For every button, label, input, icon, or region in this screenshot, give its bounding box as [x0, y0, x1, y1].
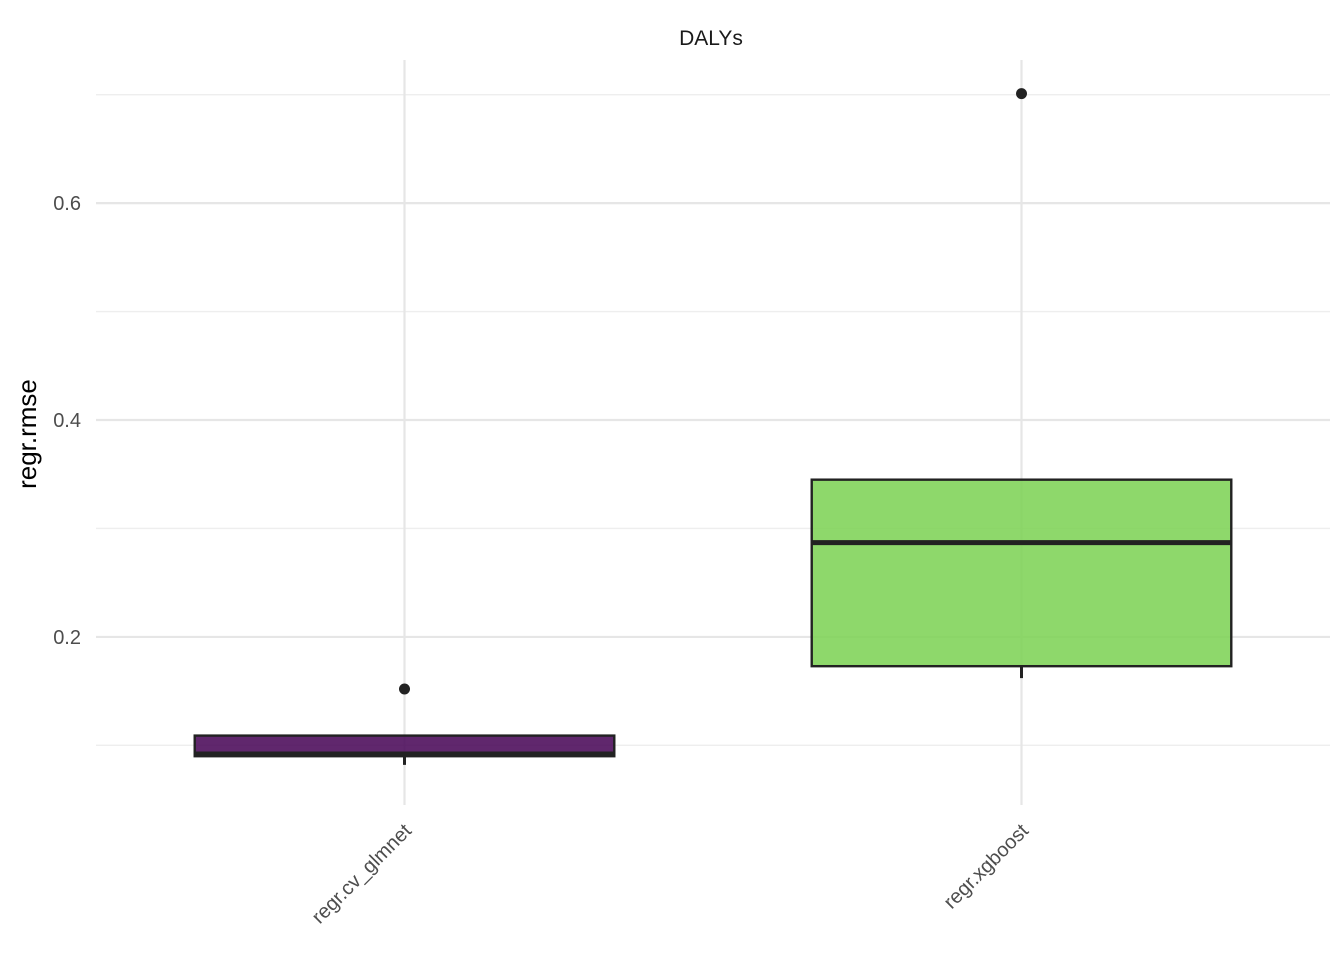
box-regr.cv_glmnet	[193, 683, 616, 765]
y-tick-label: 0.4	[53, 410, 81, 432]
grid-lines	[96, 60, 1330, 805]
y-tick-label: 0.2	[53, 627, 81, 649]
x-axis-ticks: regr.cv_glmnet regr.xgboost	[308, 820, 1034, 929]
y-tick-label: 0.6	[53, 193, 81, 215]
y-axis-ticks: 0.2 0.4 0.6	[53, 193, 81, 649]
outlier-point	[1016, 88, 1027, 100]
y-axis-title: regr.rmse	[12, 379, 42, 489]
boxes	[193, 88, 1233, 765]
facet-title: DALYs	[679, 27, 743, 50]
box-regr.xgboost	[810, 88, 1233, 679]
x-tick-label: regr.cv_glmnet	[308, 820, 417, 929]
box-body	[810, 478, 1233, 668]
x-tick-label: regr.xgboost	[940, 820, 1034, 914]
outlier-point	[399, 683, 410, 695]
